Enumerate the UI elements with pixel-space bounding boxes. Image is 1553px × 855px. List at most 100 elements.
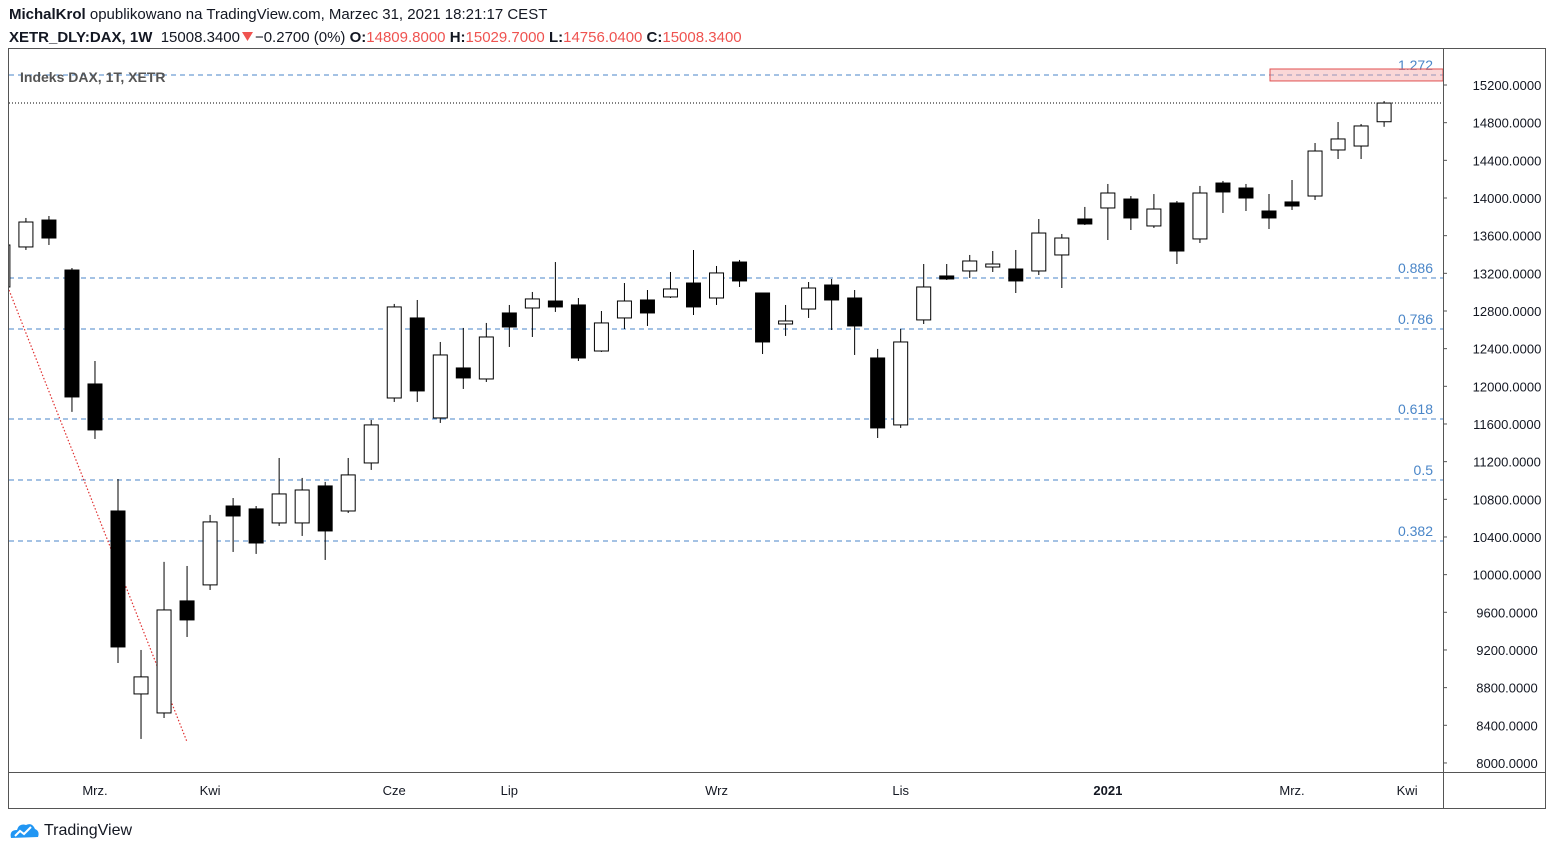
candle-body — [524, 298, 540, 309]
y-tick-label: 10000.0000 — [1473, 568, 1542, 583]
candle-body — [778, 320, 794, 325]
candle-body — [686, 282, 701, 308]
candle-body — [1123, 198, 1139, 219]
low: 14756.0400 — [563, 29, 643, 46]
candle-body — [801, 287, 817, 310]
author: MichalKrol — [9, 6, 86, 23]
candle-body — [110, 510, 126, 648]
x-tick-label: Lip — [501, 783, 518, 798]
candle-body — [271, 493, 287, 524]
candle-body — [1215, 182, 1231, 193]
candle-body — [1100, 192, 1116, 209]
candle-body — [1238, 187, 1254, 199]
candle-body — [1146, 208, 1162, 227]
fib-label: 0.5 — [1414, 462, 1434, 478]
candle-body — [225, 505, 241, 517]
candle-body — [202, 521, 218, 586]
candle-body — [870, 357, 886, 429]
fib-label: 0.618 — [1398, 401, 1433, 417]
y-tick-label: 9600.0000 — [1476, 605, 1537, 620]
y-tick-label: 13600.0000 — [1473, 229, 1542, 244]
y-tick-label: 8800.0000 — [1476, 681, 1537, 696]
candle-body — [455, 367, 471, 379]
x-tick-label: Kwi — [1397, 783, 1418, 798]
candle-body — [133, 676, 149, 695]
fib-label: 0.786 — [1398, 311, 1433, 327]
y-tick-label: 15200.0000 — [1473, 78, 1542, 93]
candle-body — [1376, 102, 1392, 123]
candle-body — [1077, 218, 1093, 225]
candle-body — [709, 272, 725, 299]
candle-body — [1307, 150, 1323, 197]
logo — [10, 824, 39, 838]
candle-body — [732, 261, 748, 282]
x-tick-label: Wrz — [705, 783, 728, 798]
y-tick-label: 14400.0000 — [1473, 153, 1542, 168]
header-line: MichalKrol opublikowano na TradingView.c… — [9, 6, 547, 23]
candle-body — [1330, 138, 1346, 151]
candle-body — [824, 284, 840, 301]
x-tick-label: Cze — [383, 783, 406, 798]
footer: TradingView — [8, 820, 132, 842]
candle-body — [363, 424, 379, 464]
candle-body — [41, 219, 57, 239]
candle-body — [432, 354, 448, 419]
candle-body — [547, 300, 563, 308]
candle-body — [1169, 202, 1185, 252]
y-tick-label: 12800.0000 — [1473, 304, 1542, 319]
open: 14809.8000 — [366, 29, 446, 46]
candle-body — [478, 336, 494, 380]
candle-body — [1054, 237, 1070, 256]
candle-body — [916, 286, 932, 321]
x-tick-label: Lis — [892, 783, 909, 798]
candle-body — [501, 312, 517, 328]
candle-body — [1284, 201, 1300, 207]
frame — [8, 48, 1546, 809]
y-tick-label: 12000.0000 — [1473, 379, 1542, 394]
candle-body — [64, 269, 80, 398]
y-tick-label: 14800.0000 — [1473, 116, 1542, 131]
candle-body — [1192, 192, 1208, 240]
candle-body — [847, 297, 863, 327]
candle-body — [1261, 210, 1277, 219]
candle-body — [662, 288, 678, 298]
zone — [1269, 68, 1443, 82]
candle-body — [409, 317, 425, 392]
published: opublikowano na TradingView.com, Marzec … — [89, 6, 548, 23]
candle-body — [1031, 232, 1047, 272]
brand: TradingView — [44, 822, 133, 839]
candle-body — [570, 304, 586, 359]
candle-body — [1008, 268, 1024, 282]
trendline — [9, 289, 188, 743]
candle-body — [593, 322, 609, 352]
high: 15029.7000 — [465, 29, 545, 46]
y-tick-label: 12400.0000 — [1473, 342, 1542, 357]
symbol: XETR_DLY:DAX, 1W — [9, 29, 153, 46]
candle-body — [386, 306, 402, 399]
open-label: O: — [349, 29, 367, 46]
y-tick-label: 10800.0000 — [1473, 492, 1542, 507]
candle-body — [156, 609, 172, 714]
candle-body — [87, 383, 103, 431]
candle-body — [317, 485, 333, 532]
legend-text: Indeks DAX, 1T, XETR — [20, 69, 165, 85]
y-tick-label: 14000.0000 — [1473, 191, 1542, 206]
candle-body — [616, 300, 632, 319]
x-tick-label: Mrz. — [1279, 783, 1304, 798]
header-ohlc: XETR_DLY:DAX, 1W 15008.3400 −0.2700 (0%) … — [9, 29, 742, 46]
candle-body — [639, 299, 655, 314]
fib-label: 0.382 — [1398, 523, 1433, 539]
candle-body — [939, 275, 955, 280]
candle-body — [340, 474, 356, 512]
candle-body — [248, 508, 264, 544]
y-tick-label: 11600.0000 — [1473, 417, 1541, 432]
candle-body — [755, 292, 771, 343]
high-label: H: — [449, 29, 466, 46]
change: −0.2700 (0%) — [254, 29, 346, 46]
y-tick-label: 13200.0000 — [1473, 266, 1542, 281]
candle-body — [18, 221, 34, 248]
y-tick-label: 8000.0000 — [1476, 756, 1537, 771]
